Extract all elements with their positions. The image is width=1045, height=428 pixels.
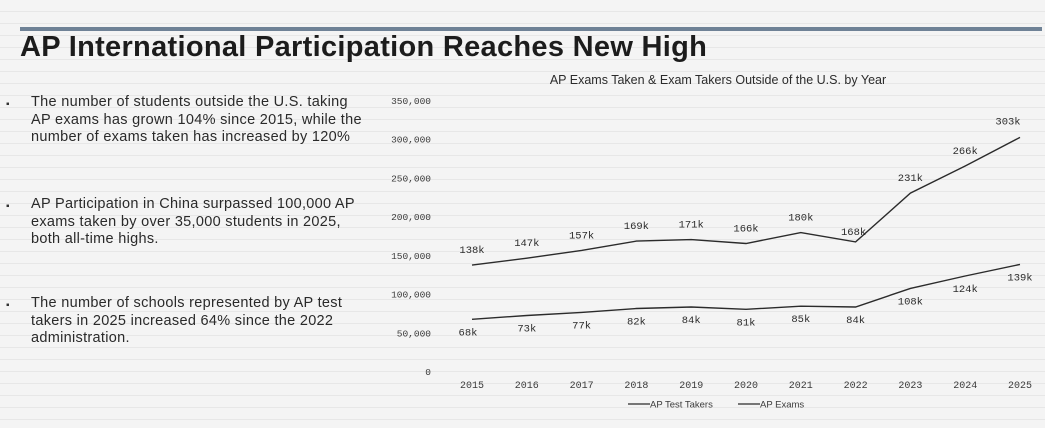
data-label: 84k [846,315,865,327]
data-labels: 68k 73k 77k 82k 84k 81k 85k 84k 108k 124k 139k 138k… [459,116,1033,339]
x-tick-label: 2023 [898,381,922,392]
series-line-test-takers [471,263,1021,320]
line-chart: AP Exams Taken & Exam Takers Outside of … [380,66,1045,416]
title-rule [20,27,1042,31]
bullet-dot: ▪ [6,201,10,212]
x-tick-label: 2020 [734,381,758,392]
bullet-dot: ▪ [6,99,10,110]
legend-label: AP Test Takers [650,400,713,411]
data-label: 180k [788,213,813,225]
x-tick-label: 2018 [624,381,648,392]
data-label: 81k [737,317,756,329]
series-line-exams [471,136,1021,266]
data-label: 157k [569,230,594,242]
x-tick-label: 2019 [679,381,703,392]
x-tick-label: 2024 [953,381,977,392]
x-tick-label: 2017 [570,381,594,392]
x-tick-label: 2021 [789,381,813,392]
data-label: 84k [682,315,701,327]
y-tick-label: 150,000 [391,251,431,262]
series-lines [471,136,1021,320]
data-label: 266k [953,146,978,158]
data-label: 73k [517,323,536,335]
y-tick-label: 300,000 [391,135,431,146]
y-tick-label: 200,000 [391,212,431,223]
y-tick-label: 50,000 [397,328,432,339]
legend-label: AP Exams [760,400,804,411]
data-label: 231k [898,173,923,185]
data-label: 169k [624,221,649,233]
data-label: 68k [459,327,478,339]
data-label: 147k [514,238,539,250]
data-label: 166k [733,223,758,235]
page-title: AP International Participation Reaches N… [20,31,708,63]
chart-canvas: AP Exams Taken & Exam Takers Outside of … [391,73,1033,411]
chart-title: AP Exams Taken & Exam Takers Outside of … [550,73,886,87]
x-tick-label: 2016 [515,381,539,392]
bullet-list: ▪ The number of students outside the U.S… [0,0,380,428]
y-tick-label: 250,000 [391,173,431,184]
bullet-text: The number of schools represented by AP … [31,295,343,346]
data-label: 108k [898,296,923,308]
data-label: 77k [572,320,591,332]
bullet-text: The number of students outside the U.S. … [31,94,362,145]
y-tick-label: 350,000 [391,96,431,107]
data-label: 85k [791,314,810,326]
x-axis: 2015 2016 2017 2018 2019 2020 2021 2022 2023 2024… [460,381,1032,392]
x-tick-label: 2025 [1008,381,1032,392]
x-tick-label: 2022 [844,381,868,392]
y-axis: 0 50,000 100,000 150,000 200,000 250,000 300,0… [391,96,431,378]
data-label: 139k [1007,272,1032,284]
data-label: 82k [627,317,646,329]
data-label: 168k [841,227,866,239]
data-label: 124k [953,284,978,296]
x-tick-label: 2015 [460,381,484,392]
y-tick-label: 0 [425,367,431,378]
bullet-text: AP Participation in China surpassed 100,… [31,196,355,247]
data-label: 138k [459,245,484,257]
data-label: 171k [679,220,704,232]
data-label: 303k [995,116,1020,128]
chart-legend: AP Test Takers AP Exams [628,400,804,411]
bullet-dot: ▪ [6,300,10,311]
y-tick-label: 100,000 [391,290,431,301]
